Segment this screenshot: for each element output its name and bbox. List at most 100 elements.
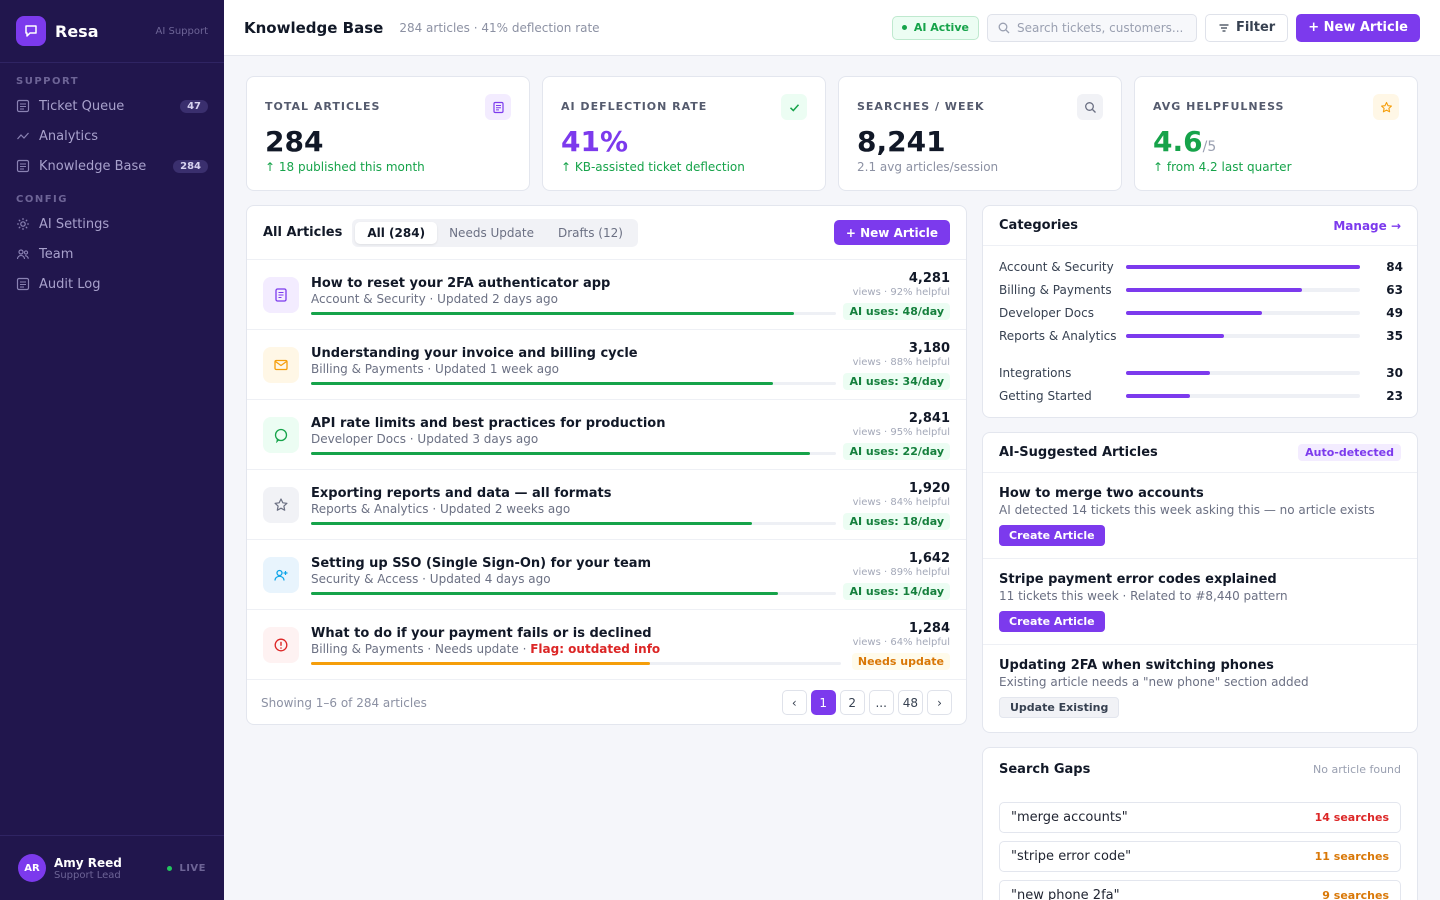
stat-value: 8,241 — [857, 125, 946, 158]
manage-categories-link[interactable]: Manage → — [1333, 218, 1401, 233]
tab-all[interactable]: All (284) — [355, 221, 438, 244]
search-icon — [1077, 94, 1103, 120]
stat-value: 41% — [561, 125, 628, 158]
document-icon — [263, 277, 299, 313]
categories-panel: Categories Manage → Account & Security 8… — [982, 205, 1418, 418]
article-views: 1,284 — [908, 621, 950, 636]
update-existing-button[interactable]: Update Existing — [999, 697, 1120, 718]
sidebar-item-analytics[interactable]: Analytics — [0, 121, 224, 151]
article-row[interactable]: How to reset your 2FA authenticator app … — [247, 260, 966, 330]
search-gap-count: 14 searches — [1314, 811, 1389, 824]
category-bar — [1126, 265, 1360, 269]
team-icon — [16, 249, 29, 260]
tab-drafts[interactable]: Drafts (12) — [557, 225, 623, 240]
article-title[interactable]: Understanding your invoice and billing c… — [311, 346, 638, 361]
ai-uses-badge: AI uses: 34/day — [843, 373, 950, 390]
filter-button[interactable]: Filter — [1204, 13, 1289, 42]
user-name: Amy Reed — [54, 855, 122, 870]
new-article-button[interactable]: + New Article — [833, 220, 950, 245]
sidebar-item-knowledge-base[interactable]: Knowledge Base 284 — [0, 151, 224, 181]
sidebar-item-ticket-queue[interactable]: Ticket Queue 47 — [0, 91, 224, 121]
sidebar-item-ai-settings[interactable]: AI Settings — [0, 209, 224, 239]
category-row[interactable]: Getting Started 23 — [999, 389, 1403, 403]
sidebar-item-audit-log[interactable]: Audit Log — [0, 269, 224, 299]
analytics-icon — [17, 132, 29, 140]
helpfulness-bar — [311, 592, 836, 595]
search-box[interactable] — [986, 13, 1197, 42]
user-profile[interactable]: AR Amy Reed Support Lead LIVE — [0, 835, 224, 900]
user-plus-icon — [263, 557, 299, 593]
star-icon — [263, 487, 299, 523]
article-updated: Updated 3 days ago — [417, 432, 539, 446]
stat-unit: /5 — [1202, 139, 1217, 155]
stat-number: 284 — [265, 125, 324, 158]
next-page-button[interactable]: › — [927, 690, 952, 715]
filter-icon — [1219, 23, 1229, 32]
suggestion-title: How to merge two accounts — [999, 486, 1204, 501]
category-row[interactable]: Billing & Payments 63 — [999, 283, 1403, 297]
category-name: Account & Security — [999, 260, 1114, 274]
articles-panel: All Articles All (284) Needs Update Draf… — [246, 205, 967, 725]
helpfulness-bar — [311, 312, 836, 315]
helpfulness-bar-fill — [311, 592, 779, 595]
stat-label: AVG HELPFULNESS — [1153, 100, 1285, 113]
ai-uses-badge: AI uses: 48/day — [843, 303, 950, 320]
category-row[interactable]: Developer Docs 49 — [999, 306, 1403, 320]
category-bar-fill — [1126, 371, 1210, 375]
page-1-button[interactable]: 1 — [810, 690, 836, 715]
page-2-button[interactable]: 2 — [839, 690, 865, 715]
nav-section-support: SUPPORT — [16, 76, 80, 87]
article-row[interactable]: Exporting reports and data — all formats… — [247, 470, 966, 540]
tab-needs-update[interactable]: Needs Update — [449, 225, 534, 240]
brand-name[interactable]: Resa — [55, 21, 99, 41]
article-views: 1,642 — [908, 551, 950, 566]
suggestion-description: AI detected 14 tickets this week asking … — [999, 503, 1375, 517]
article-updated: Needs update — [435, 642, 519, 656]
article-row[interactable]: Setting up SSO (Single Sign-On) for your… — [247, 540, 966, 610]
article-title[interactable]: What to do if your payment fails or is d… — [311, 626, 652, 641]
stat-number: 8,241 — [857, 125, 946, 158]
search-gap-item[interactable]: "stripe error code" 11 searches — [999, 841, 1401, 872]
search-gap-count: 9 searches — [1322, 889, 1389, 900]
categories-title: Categories — [999, 218, 1079, 233]
article-title[interactable]: How to reset your 2FA authenticator app — [311, 276, 611, 291]
prev-page-button[interactable]: ‹ — [781, 690, 807, 715]
article-category: Developer Docs — [311, 432, 406, 446]
category-bar-fill — [1126, 394, 1191, 398]
chat-icon — [263, 417, 299, 453]
mail-icon — [263, 347, 299, 383]
create-article-button[interactable]: Create Article — [999, 525, 1105, 546]
auto-detected-badge: Auto-detected — [1298, 444, 1401, 461]
search-input[interactable] — [1016, 20, 1185, 35]
article-helpful: views · 84% helpful — [852, 497, 950, 508]
category-bar — [1126, 394, 1360, 398]
category-bar-fill — [1126, 288, 1302, 292]
category-row[interactable]: Reports & Analytics 35 — [999, 329, 1403, 343]
stat-card-helpfulness: AVG HELPFULNESS 4.6/5 ↑ from 4.2 last qu… — [1134, 76, 1418, 191]
category-bar-fill — [1126, 265, 1360, 269]
article-title[interactable]: Exporting reports and data — all formats — [311, 486, 612, 501]
article-count-badge: 284 — [173, 159, 208, 173]
sidebar-item-label: Team — [39, 246, 74, 262]
suggestion-description: 11 tickets this week · Related to #8,440… — [999, 589, 1288, 603]
suggestion-item: Updating 2FA when switching phones Exist… — [983, 645, 1417, 731]
article-row[interactable]: API rate limits and best practices for p… — [247, 400, 966, 470]
check-icon — [781, 94, 807, 120]
create-article-button[interactable]: Create Article — [999, 611, 1105, 632]
new-article-button[interactable]: + New Article — [1296, 13, 1420, 42]
category-row[interactable]: Account & Security 84 — [999, 260, 1403, 274]
article-title[interactable]: API rate limits and best practices for p… — [311, 416, 666, 431]
ai-status-badge[interactable]: AI Active — [891, 15, 979, 40]
chat-bubble-icon[interactable] — [16, 16, 46, 46]
article-row[interactable]: What to do if your payment fails or is d… — [247, 610, 966, 680]
user-role: Support Lead — [54, 869, 121, 881]
search-gap-count: 11 searches — [1314, 850, 1389, 863]
sidebar-item-team[interactable]: Team — [0, 239, 224, 269]
article-title[interactable]: Setting up SSO (Single Sign-On) for your… — [311, 556, 652, 571]
ai-uses-badge: AI uses: 18/day — [843, 513, 950, 530]
search-gap-item[interactable]: "merge accounts" 14 searches — [999, 802, 1401, 833]
search-gap-item[interactable]: "new phone 2fa" 9 searches — [999, 880, 1401, 900]
article-row[interactable]: Understanding your invoice and billing c… — [247, 330, 966, 400]
page-48-button[interactable]: 48 — [897, 690, 923, 715]
category-row[interactable]: Integrations 30 — [999, 366, 1403, 380]
